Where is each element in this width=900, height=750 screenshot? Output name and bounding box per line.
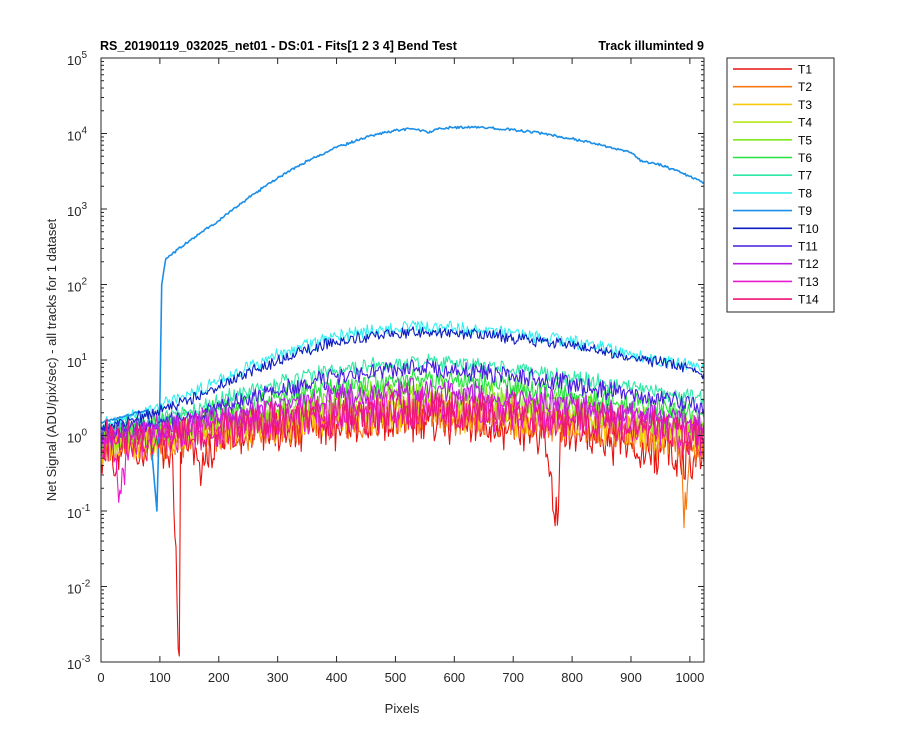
x-tick-label: 0 bbox=[97, 670, 104, 685]
y-tick-exponent: -2 bbox=[81, 579, 90, 590]
legend-label-t13: T13 bbox=[798, 275, 819, 289]
plot-area bbox=[101, 58, 704, 662]
x-tick-label: 600 bbox=[443, 670, 465, 685]
y-tick-label: 103 bbox=[67, 201, 87, 219]
legend-label-t7: T7 bbox=[798, 169, 812, 183]
chart-title: RS_20190119_032025_net01 - DS:01 - Fits[… bbox=[100, 39, 458, 53]
y-tick-exponent: 2 bbox=[81, 277, 87, 288]
chart-title-right: Track illuminted 9 bbox=[598, 39, 704, 53]
legend-label-t9: T9 bbox=[798, 204, 812, 218]
legend-label-t12: T12 bbox=[798, 257, 819, 271]
legend-label-t14: T14 bbox=[798, 293, 819, 307]
x-tick-label: 500 bbox=[385, 670, 407, 685]
y-tick-label: 104 bbox=[67, 126, 87, 144]
series-t10 bbox=[100, 326, 705, 432]
y-tick-label: 100 bbox=[67, 428, 87, 446]
y-axis-label: Net Signal (ADU/pix/sec) - all tracks fo… bbox=[44, 218, 59, 501]
legend-label-t1: T1 bbox=[798, 63, 812, 77]
legend-label-t5: T5 bbox=[798, 133, 812, 147]
series-t12 bbox=[100, 377, 705, 451]
y-tick-label: 10-3 bbox=[67, 654, 91, 672]
series-layer bbox=[100, 125, 705, 657]
y-tick-label: 10-1 bbox=[67, 503, 91, 521]
y-tick-label: 105 bbox=[67, 50, 87, 68]
y-tick-exponent: 3 bbox=[81, 201, 87, 212]
legend-label-t6: T6 bbox=[798, 151, 812, 165]
y-tick-exponent: 1 bbox=[81, 352, 87, 363]
legend-box bbox=[726, 57, 835, 313]
legend-items: T1 T2 T3 T4 T5 T6 T7 T8 T9 T10 T11 T12 T13 T14 bbox=[733, 63, 819, 307]
x-tick-label: 200 bbox=[208, 670, 230, 685]
y-tick-label: 102 bbox=[67, 277, 87, 295]
y-tick-exponent: 5 bbox=[81, 50, 87, 61]
legend-label-t2: T2 bbox=[798, 80, 812, 94]
x-tick-label: 800 bbox=[561, 670, 583, 685]
y-tick-exponent: -1 bbox=[81, 503, 90, 514]
x-axis-ticks: 0 100 200 300 400 500 600 700 800 900 1000 bbox=[97, 58, 704, 685]
series-t9 bbox=[100, 125, 704, 512]
y-tick-exponent: -3 bbox=[81, 654, 90, 665]
legend-label-t4: T4 bbox=[798, 116, 812, 130]
legend: T1 T2 T3 T4 T5 T6 T7 T8 T9 T10 T11 T12 T13 T14 bbox=[726, 57, 835, 313]
legend-label-t8: T8 bbox=[798, 186, 812, 200]
legend-label-t10: T10 bbox=[798, 222, 819, 236]
x-tick-label: 900 bbox=[620, 670, 642, 685]
y-tick-exponent: 4 bbox=[81, 126, 87, 137]
x-tick-label: 400 bbox=[326, 670, 348, 685]
x-tick-label: 1000 bbox=[675, 670, 704, 685]
y-tick-label: 10-2 bbox=[67, 579, 91, 597]
y-tick-exponent: 0 bbox=[81, 428, 87, 439]
x-tick-label: 300 bbox=[267, 670, 289, 685]
legend-label-t3: T3 bbox=[798, 98, 812, 112]
series-t14 bbox=[100, 389, 705, 462]
x-tick-label: 700 bbox=[502, 670, 524, 685]
x-tick-label: 100 bbox=[149, 670, 171, 685]
legend-label-t11: T11 bbox=[798, 240, 818, 254]
x-axis-label: Pixels bbox=[385, 701, 420, 716]
y-tick-label: 101 bbox=[67, 352, 87, 370]
